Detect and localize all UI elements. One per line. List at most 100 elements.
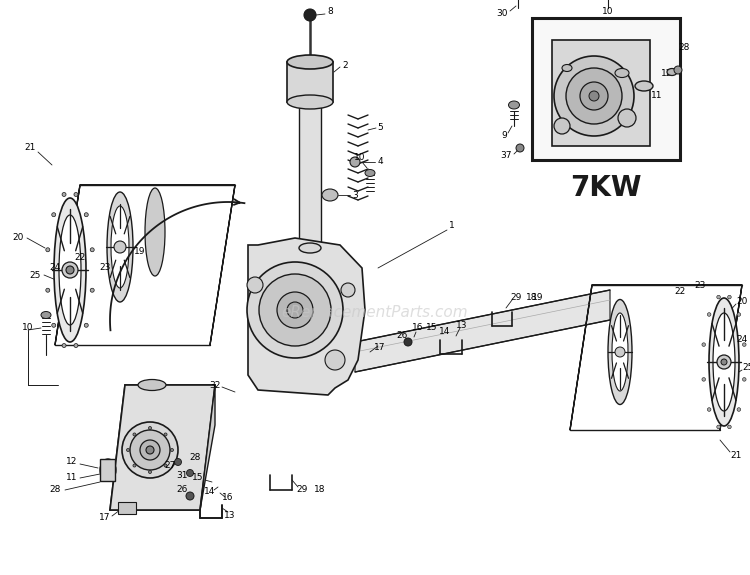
Text: 12: 12	[662, 68, 673, 78]
Ellipse shape	[608, 300, 632, 404]
Circle shape	[742, 378, 746, 381]
Circle shape	[84, 323, 88, 327]
Text: 9: 9	[501, 132, 507, 140]
Circle shape	[717, 296, 720, 299]
Ellipse shape	[287, 55, 333, 69]
Bar	[532, 18, 680, 160]
Text: 16: 16	[413, 324, 424, 332]
Text: 26: 26	[396, 331, 408, 339]
Circle shape	[341, 283, 355, 297]
Text: 28: 28	[189, 454, 201, 462]
Text: 23: 23	[99, 263, 111, 273]
Polygon shape	[355, 290, 610, 372]
Circle shape	[516, 144, 524, 152]
Circle shape	[580, 82, 608, 110]
Text: 7KW: 7KW	[570, 174, 642, 202]
Circle shape	[728, 425, 731, 429]
Circle shape	[52, 323, 56, 327]
Circle shape	[702, 343, 706, 346]
Circle shape	[615, 347, 625, 357]
Text: 32: 32	[209, 381, 220, 389]
Circle shape	[325, 350, 345, 370]
Circle shape	[62, 262, 78, 278]
Circle shape	[350, 157, 360, 167]
Polygon shape	[200, 385, 215, 510]
Circle shape	[717, 425, 720, 429]
Text: 23: 23	[694, 281, 706, 289]
Circle shape	[175, 458, 181, 466]
Circle shape	[66, 266, 74, 274]
Ellipse shape	[365, 170, 375, 177]
Text: 25: 25	[742, 363, 750, 373]
Text: 16: 16	[222, 493, 234, 503]
Text: 10: 10	[22, 324, 34, 332]
Ellipse shape	[322, 189, 338, 201]
Ellipse shape	[615, 68, 629, 78]
Text: 14: 14	[204, 488, 216, 496]
Circle shape	[133, 464, 136, 467]
Text: 1: 1	[449, 221, 454, 231]
Bar	[100, 459, 115, 481]
Circle shape	[133, 433, 136, 436]
Ellipse shape	[145, 188, 165, 276]
Circle shape	[707, 408, 711, 411]
Ellipse shape	[635, 81, 653, 91]
Text: 24: 24	[50, 263, 61, 273]
Ellipse shape	[667, 68, 677, 75]
Circle shape	[277, 292, 313, 328]
Text: 22: 22	[74, 254, 86, 263]
Circle shape	[721, 359, 727, 365]
Circle shape	[187, 470, 194, 477]
Text: 29: 29	[510, 293, 522, 302]
Text: 24: 24	[736, 335, 748, 344]
Circle shape	[46, 248, 50, 252]
Text: 21: 21	[730, 450, 742, 459]
Circle shape	[742, 343, 746, 346]
Text: 20: 20	[736, 297, 748, 306]
Circle shape	[46, 288, 50, 292]
Text: eReplacementParts.com: eReplacementParts.com	[282, 305, 468, 320]
Ellipse shape	[100, 459, 116, 481]
Ellipse shape	[59, 215, 81, 325]
Ellipse shape	[562, 64, 572, 71]
Circle shape	[52, 213, 56, 217]
Text: 27: 27	[164, 461, 176, 470]
Text: 19: 19	[532, 293, 544, 302]
Text: 13: 13	[224, 511, 236, 519]
Circle shape	[566, 68, 622, 124]
Text: 28: 28	[678, 44, 690, 52]
Ellipse shape	[287, 95, 333, 109]
Text: 10: 10	[602, 7, 613, 17]
Polygon shape	[55, 185, 235, 345]
Circle shape	[247, 262, 343, 358]
Text: 31: 31	[176, 472, 188, 481]
Circle shape	[148, 427, 152, 430]
Circle shape	[90, 288, 94, 292]
Ellipse shape	[138, 380, 166, 390]
Text: 11: 11	[66, 473, 78, 482]
Text: 25: 25	[29, 270, 40, 279]
Polygon shape	[570, 285, 742, 430]
Text: 12: 12	[66, 458, 78, 466]
Bar	[118, 502, 136, 514]
Ellipse shape	[107, 192, 133, 302]
Circle shape	[304, 9, 316, 21]
Circle shape	[90, 248, 94, 252]
Circle shape	[728, 296, 731, 299]
Polygon shape	[248, 238, 365, 395]
Circle shape	[140, 440, 160, 460]
Text: 26: 26	[176, 485, 188, 494]
Ellipse shape	[612, 313, 628, 391]
Ellipse shape	[509, 101, 520, 109]
Circle shape	[114, 241, 126, 253]
Text: 17: 17	[374, 343, 386, 352]
Circle shape	[259, 274, 331, 346]
Circle shape	[737, 408, 741, 411]
Circle shape	[62, 193, 66, 197]
Circle shape	[62, 343, 66, 347]
Ellipse shape	[299, 243, 321, 253]
Circle shape	[122, 422, 178, 478]
Circle shape	[589, 91, 599, 101]
Text: 20: 20	[12, 233, 24, 243]
Text: 11: 11	[651, 91, 663, 101]
